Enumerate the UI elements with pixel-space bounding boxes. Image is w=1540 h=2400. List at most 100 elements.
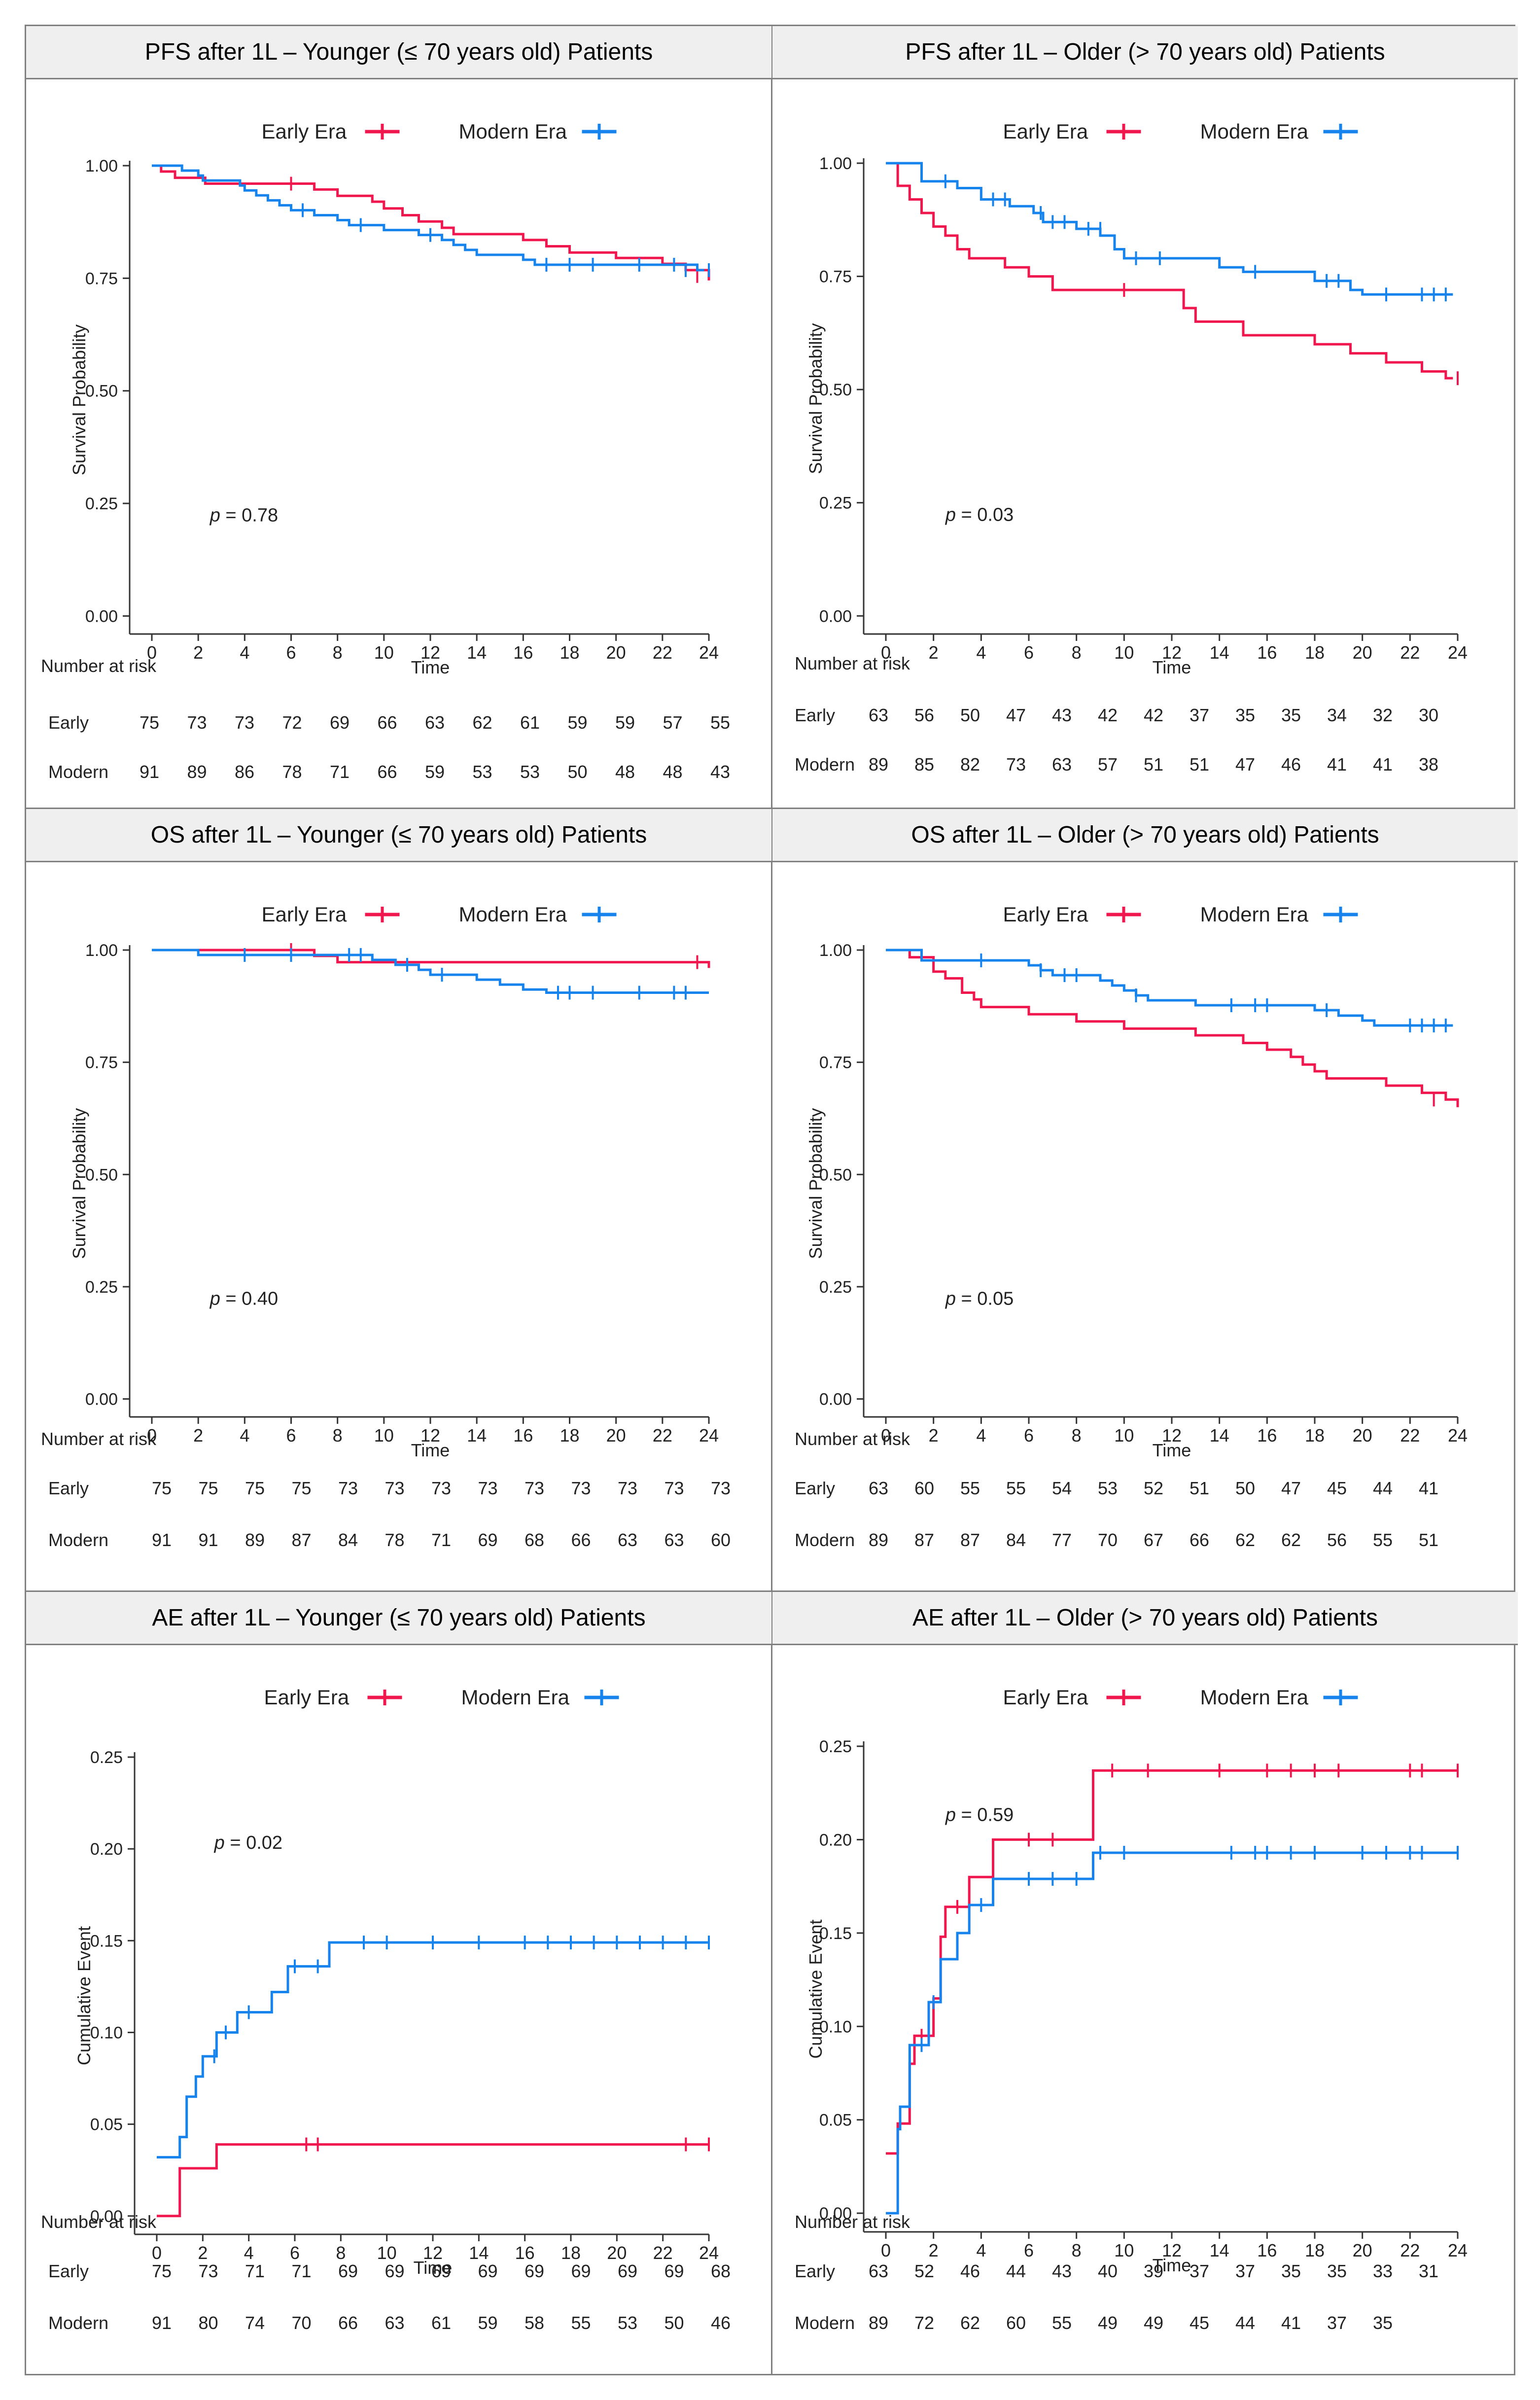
x-tick-label: 6	[286, 642, 296, 663]
risk-value: 49	[1144, 2313, 1163, 2333]
legend-label-modern: Modern Era	[1200, 1686, 1309, 1709]
risk-value: 73	[431, 1478, 451, 1498]
x-axis-label: Time	[411, 657, 450, 677]
p-value-symbol: p	[945, 504, 956, 525]
risk-value: 52	[914, 2261, 934, 2281]
y-axis-label: Survival Probability	[69, 324, 89, 475]
p-value-symbol: p	[945, 1805, 956, 1826]
risk-value: 62	[1281, 1530, 1301, 1550]
x-tick-label: 10	[377, 2243, 397, 2263]
x-tick-label: 12	[1162, 1425, 1182, 1446]
risk-value: 91	[140, 762, 159, 782]
risk-value: 78	[385, 1530, 404, 1550]
risk-value: 47	[1006, 705, 1026, 725]
panel-pfs-older: PFS after 1L – Older (> 70 years old) Pa…	[772, 26, 1518, 809]
y-tick-label: 0.00	[819, 607, 852, 626]
x-tick-label: 20	[1353, 642, 1372, 663]
risk-value: 69	[478, 1530, 497, 1550]
curve-modern	[886, 162, 1453, 296]
legend-label-early: Early Era	[264, 1686, 350, 1709]
km-plot: Early Era Modern Era 0.00 0.25 0.50 0.75 1.00 0…	[795, 903, 1468, 1550]
x-tick-label: 18	[560, 1425, 579, 1446]
y-tick-label: 0.75	[85, 1054, 118, 1072]
x-tick-label: 22	[653, 2243, 673, 2263]
y-tick-label: 0.25	[90, 1748, 123, 1767]
risk-value: 84	[338, 1530, 358, 1550]
x-tick-label: 22	[653, 642, 672, 663]
x-tick-label: 8	[336, 2243, 346, 2263]
risk-value: 89	[187, 762, 207, 782]
y-tick-label: 0.20	[819, 1831, 852, 1849]
risk-value: 63	[425, 712, 445, 733]
row-divider	[25, 808, 1515, 809]
y-tick-label: 0.25	[819, 1737, 852, 1756]
curve-early	[152, 949, 710, 968]
x-tick-label: 16	[513, 1425, 533, 1446]
x-tick-label: 0	[881, 642, 891, 663]
legend-label-early: Early Era	[1003, 903, 1088, 926]
x-tick-label: 2	[193, 642, 203, 663]
risk-value: 69	[338, 2261, 358, 2281]
y-tick-label: 1.00	[85, 941, 118, 960]
risk-value: 61	[431, 2313, 451, 2333]
x-tick-label: 10	[1114, 642, 1134, 663]
curve-early	[886, 162, 1453, 380]
x-tick-label: 14	[469, 2243, 489, 2263]
p-value-number: = 0.03	[956, 504, 1014, 525]
y-tick-label: 0.05	[90, 2116, 123, 2134]
risk-value: 46	[960, 2261, 980, 2281]
risk-value: 63	[618, 1530, 637, 1550]
risk-value: 41	[1419, 1478, 1438, 1498]
risk-value: 73	[235, 712, 254, 733]
panel-header: OS after 1L – Younger (≤ 70 years old) P…	[26, 809, 771, 862]
panel-title: OS after 1L – Older (> 70 years old) Pat…	[911, 822, 1379, 848]
risk-table-header: Number at risk	[795, 1429, 910, 1449]
risk-row-label: Modern	[48, 2313, 108, 2333]
p-value-number: = 0.02	[225, 1833, 282, 1853]
curve-modern	[886, 1851, 1458, 2215]
curve-modern	[152, 949, 709, 994]
risk-value: 59	[478, 2313, 497, 2333]
y-axis-label: Survival Probability	[805, 323, 826, 474]
risk-value: 48	[663, 762, 682, 782]
figure-frame	[25, 25, 1515, 2375]
risk-value: 37	[1190, 2261, 1209, 2281]
axes: 0.000.250.500.751.000 2 4 6 8 10 12 14 16 18 20 22 2…	[69, 157, 719, 677]
risk-value: 87	[960, 1530, 980, 1550]
y-tick-label: 0.10	[819, 2017, 852, 2036]
risk-value: 75	[152, 1478, 172, 1498]
risk-value: 73	[478, 1478, 497, 1498]
risk-value: 51	[1190, 754, 1209, 775]
risk-value: 40	[1098, 2261, 1118, 2281]
risk-value: 71	[245, 2261, 265, 2281]
x-tick-label: 6	[290, 2243, 300, 2263]
p-value-symbol: p	[210, 1288, 220, 1309]
x-tick-label: 2	[929, 2240, 939, 2260]
risk-value: 89	[869, 2313, 888, 2333]
y-tick-label: 0.75	[819, 268, 852, 286]
risk-value: 55	[1052, 2313, 1072, 2333]
risk-value: 35	[1327, 2261, 1347, 2281]
legend-label-modern: Modern Era	[1200, 120, 1309, 143]
risk-value: 45	[1327, 1478, 1347, 1498]
panel-title: PFS after 1L – Younger (≤ 70 years old) …	[144, 39, 653, 65]
risk-value: 68	[711, 2261, 731, 2281]
risk-value: 37	[1327, 2313, 1347, 2333]
x-tick-label: 22	[1400, 2240, 1420, 2260]
risk-table-header: Number at risk	[795, 2212, 910, 2232]
x-axis-label: Time	[1153, 1440, 1191, 1460]
risk-value: 87	[291, 1530, 311, 1550]
p-value-label: p = 0.03	[945, 504, 1014, 525]
x-tick-label: 18	[560, 642, 579, 663]
y-axis-label: Survival Probability	[69, 1108, 89, 1259]
risk-value: 75	[245, 1478, 265, 1498]
risk-value: 73	[187, 712, 207, 733]
x-tick-label: 18	[1305, 642, 1325, 663]
risk-value: 54	[1052, 1478, 1072, 1498]
risk-value: 71	[431, 1530, 451, 1550]
risk-value: 74	[245, 2313, 265, 2333]
risk-value: 51	[1419, 1530, 1438, 1550]
panel-header: AE after 1L – Younger (≤ 70 years old) P…	[26, 1592, 771, 1645]
legend: Early Era Modern Era	[262, 120, 617, 143]
risk-row-label: Early	[48, 2261, 89, 2281]
